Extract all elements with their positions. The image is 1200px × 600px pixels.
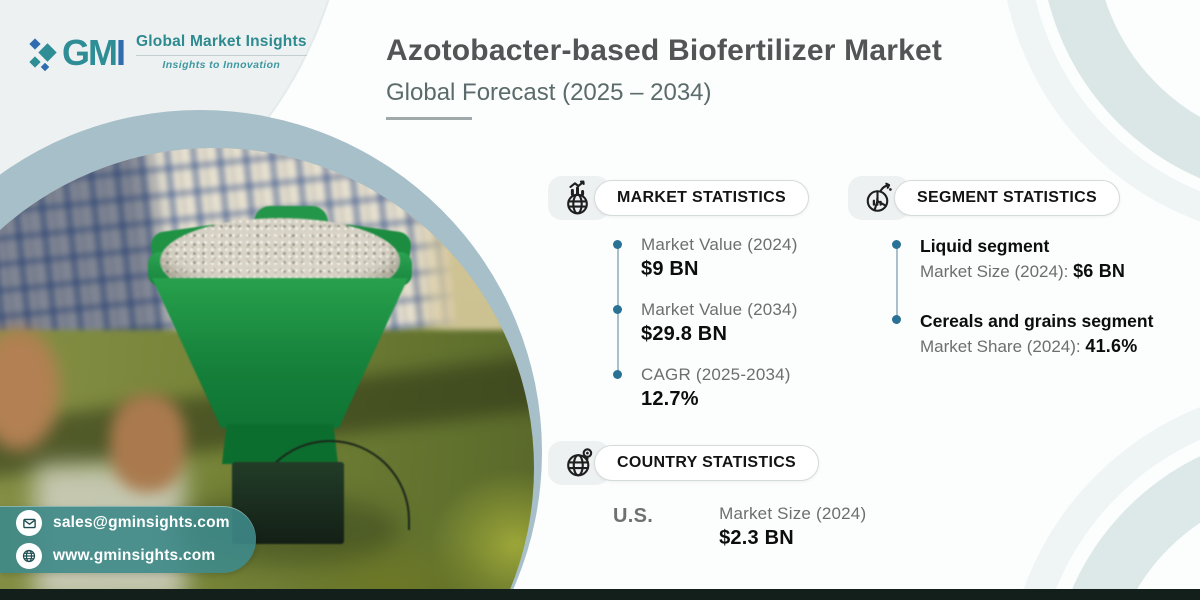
spreader bbox=[0, 148, 534, 600]
market-statistics-list: Market Value (2024) $9 BN Market Value (… bbox=[613, 234, 809, 412]
timeline-dot bbox=[613, 370, 622, 379]
market-statistics-header: MARKET STATISTICS bbox=[594, 180, 809, 216]
country-statistics-row: U.S. Market Size (2024) $2.3 BN bbox=[613, 503, 866, 551]
spreader-hopper-body bbox=[152, 278, 408, 428]
stat-value: $9 BN bbox=[641, 258, 699, 280]
pie-arrow-icon bbox=[866, 182, 892, 212]
segment-metric: Market Share (2024): 41.6% bbox=[920, 333, 1153, 360]
country-name: U.S. bbox=[613, 505, 654, 527]
gmi-logo: GMI Global Market Insights Insights to I… bbox=[29, 32, 307, 79]
globe-pin-icon bbox=[567, 448, 593, 477]
subtitle-underline bbox=[386, 116, 472, 120]
footer-bar bbox=[0, 589, 1200, 600]
logo-divider bbox=[136, 55, 307, 56]
stat-value: 41.6% bbox=[1085, 336, 1138, 356]
stat-label: Market Size (2024) bbox=[719, 504, 867, 523]
country-statistics-header: COUNTRY STATISTICS bbox=[594, 445, 820, 481]
market-statistics-section: MARKET STATISTICS Market Value (2024) $9… bbox=[548, 176, 809, 429]
contact-email-link[interactable]: sales@gminsights.com bbox=[53, 514, 230, 531]
stat-label: Market Value (2024) bbox=[641, 235, 798, 254]
stat-value: $6 BN bbox=[1073, 261, 1126, 281]
country-statistics-section: COUNTRY STATISTICS U.S. Market Size (202… bbox=[548, 441, 866, 551]
segment-title: Cereals and grains segment bbox=[920, 311, 1154, 331]
stat-label: CAGR (2025-2034) bbox=[641, 365, 791, 384]
stat-label: Market Size (2024): bbox=[920, 262, 1069, 281]
segment-statistics-list: Liquid segment Market Size (2024): $6 BN… bbox=[892, 234, 1153, 360]
timeline-dot bbox=[892, 240, 901, 249]
stat-value: $29.8 BN bbox=[641, 323, 728, 345]
stat-label: Market Share (2024): bbox=[920, 337, 1081, 356]
contact-website-link[interactable]: www.gminsights.com bbox=[53, 547, 216, 564]
page-title: Azotobacter-based Biofertilizer Market bbox=[386, 34, 943, 67]
logo-tagline: Insights to Innovation bbox=[162, 59, 281, 71]
market-stat-item: CAGR (2025-2034) 12.7% bbox=[613, 364, 809, 412]
stat-value: $2.3 BN bbox=[719, 527, 794, 549]
segment-statistics-section: SEGMENT STATISTICS Liquid segment Market… bbox=[848, 176, 1153, 384]
logo-company-name: Global Market Insights bbox=[136, 33, 307, 50]
globe-icon bbox=[16, 543, 42, 569]
timeline-dot bbox=[892, 315, 901, 324]
page-subtitle: Global Forecast (2025 – 2034) bbox=[386, 78, 712, 106]
timeline-line bbox=[896, 246, 898, 324]
photo-fertilizer-spreader bbox=[0, 148, 534, 600]
contact-website-row: www.gminsights.com bbox=[16, 543, 256, 569]
stat-value: 12.7% bbox=[641, 388, 699, 410]
contact-email-row: sales@gminsights.com bbox=[16, 510, 256, 536]
country-metric: Market Size (2024) $2.3 BN bbox=[719, 503, 866, 551]
market-stat-item: Market Value (2024) $9 BN bbox=[613, 234, 809, 282]
person-hand bbox=[110, 394, 186, 492]
segment-title: Liquid segment bbox=[920, 236, 1050, 256]
gmi-logo-diamonds-icon bbox=[29, 37, 57, 79]
stat-label: Market Value (2034) bbox=[641, 300, 798, 319]
gmi-monogram: GMI bbox=[62, 32, 126, 73]
segment-stat-item: Liquid segment Market Size (2024): $6 BN bbox=[892, 234, 1153, 285]
market-stat-item: Market Value (2034) $29.8 BN bbox=[613, 299, 809, 347]
report-header: Azotobacter-based Biofertilizer Market G… bbox=[386, 34, 1086, 120]
segment-stat-item: Cereals and grains segment Market Share … bbox=[892, 309, 1153, 360]
segment-metric: Market Size (2024): $6 BN bbox=[920, 258, 1153, 285]
timeline-dot bbox=[613, 305, 622, 314]
gmi-monogram-i: I bbox=[116, 32, 126, 73]
gmi-monogram-gm: GM bbox=[62, 32, 118, 73]
timeline-dot bbox=[613, 240, 622, 249]
globe-chart-icon bbox=[567, 180, 588, 215]
envelope-icon bbox=[16, 510, 42, 536]
contact-band: sales@gminsights.com www.gminsights.com bbox=[0, 506, 256, 573]
segment-statistics-header: SEGMENT STATISTICS bbox=[894, 180, 1120, 216]
